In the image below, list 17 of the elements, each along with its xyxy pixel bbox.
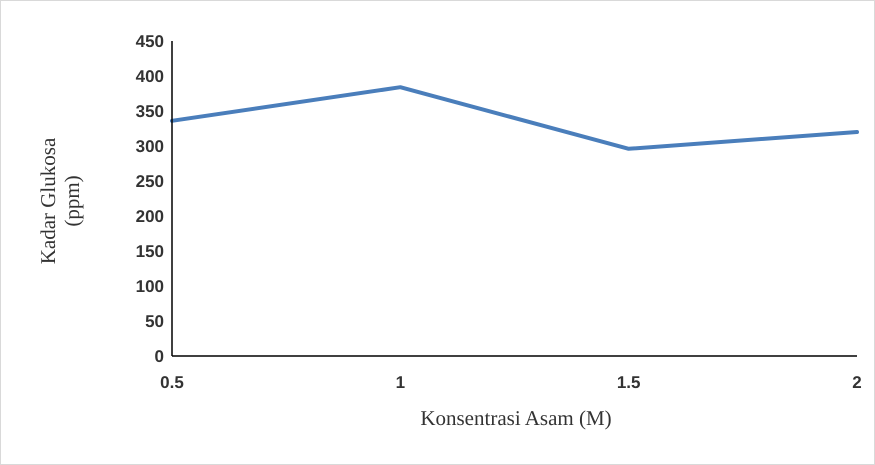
y-tick-label: 400: [136, 67, 164, 86]
y-tick-label: 450: [136, 32, 164, 52]
y-tick-label: 150: [136, 242, 164, 262]
line-series: [170, 85, 859, 151]
y-tick-label: 350: [136, 102, 164, 122]
y-tick-label: 250: [136, 172, 164, 192]
y-tick-label: 0: [154, 347, 164, 366]
x-tick-label: 1: [396, 373, 406, 392]
y-tick-label: 300: [136, 137, 164, 156]
y-tick-label: 200: [136, 207, 164, 226]
x-axis-title: Konsentrasi Asam (M): [419, 406, 613, 431]
x-tick-label: 2: [852, 373, 862, 392]
y-tick-label: 50: [145, 312, 164, 332]
x-tick-label: 0.5: [160, 373, 184, 392]
y-axis-title: Kadar Glukosa (ppm): [36, 136, 85, 266]
y-tick-label: 100: [136, 277, 164, 296]
x-tick-label: 1.5: [616, 373, 640, 392]
